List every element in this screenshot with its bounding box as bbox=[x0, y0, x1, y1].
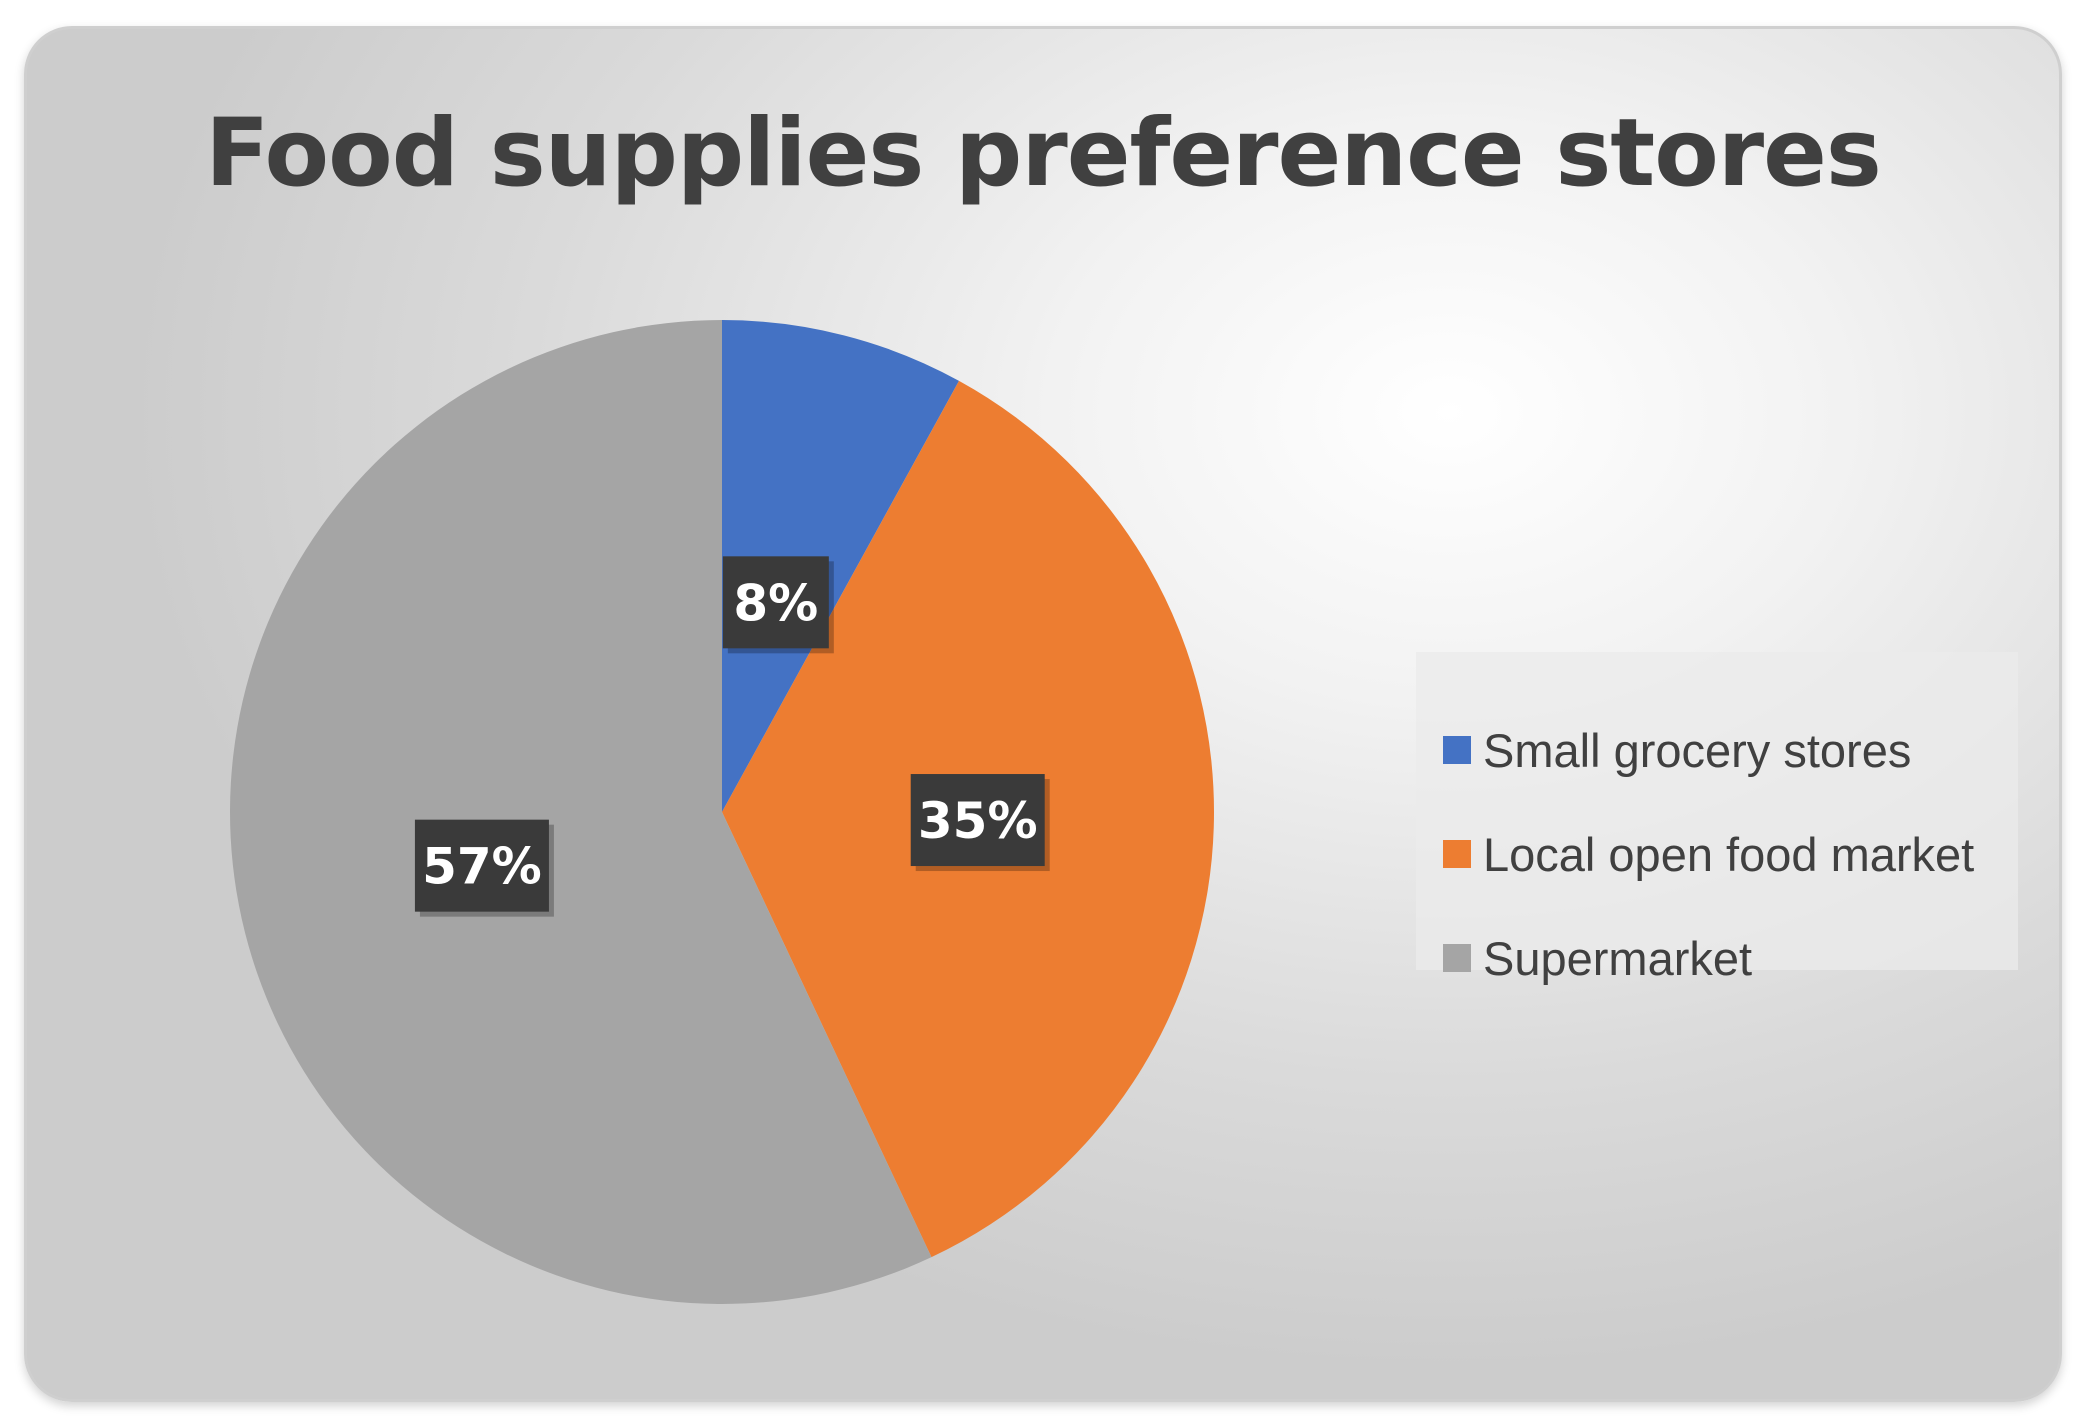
legend-label: Small grocery stores bbox=[1483, 723, 1912, 777]
pie-data-labels: 8% 35% 57% bbox=[414, 556, 1050, 917]
legend-item-supermarket: Supermarket bbox=[1443, 906, 2018, 1010]
pie-slices bbox=[229, 320, 1214, 1304]
pie-slice-supermarket bbox=[229, 320, 932, 1304]
legend-label: Supermarket bbox=[1483, 931, 1753, 985]
data-label-small-grocery-stores: 8% bbox=[722, 556, 834, 654]
pie-chart: 8% 35% 57% bbox=[229, 320, 1214, 1304]
legend-item-small-grocery-stores: Small grocery stores bbox=[1443, 698, 2018, 802]
legend-label: Local open food market bbox=[1483, 827, 1975, 881]
legend: Small grocery stores Local open food mar… bbox=[1416, 652, 2018, 985]
legend-swatch-small-grocery-stores bbox=[1443, 736, 1471, 764]
data-label-local-open-food-market: 35% bbox=[910, 774, 1050, 872]
data-label-box bbox=[722, 556, 829, 649]
pie-slice-small-grocery-stores bbox=[722, 320, 960, 812]
data-label-box bbox=[910, 774, 1045, 867]
legend-item-local-open-food-market: Local open food market bbox=[1443, 802, 2018, 906]
data-label-text: 8% bbox=[733, 574, 818, 632]
legend-swatch-supermarket bbox=[1443, 944, 1471, 972]
chart-area: Food supplies preference stores 8% 35% 57%… bbox=[24, 26, 2062, 1402]
data-label-supermarket: 57% bbox=[414, 819, 554, 917]
data-label-text: 57% bbox=[422, 838, 542, 896]
data-label-text: 35% bbox=[918, 792, 1038, 850]
chart-title: Food supplies preference stores bbox=[205, 99, 1882, 208]
legend-swatch-local-open-food-market bbox=[1443, 840, 1471, 868]
data-label-box bbox=[414, 819, 549, 912]
